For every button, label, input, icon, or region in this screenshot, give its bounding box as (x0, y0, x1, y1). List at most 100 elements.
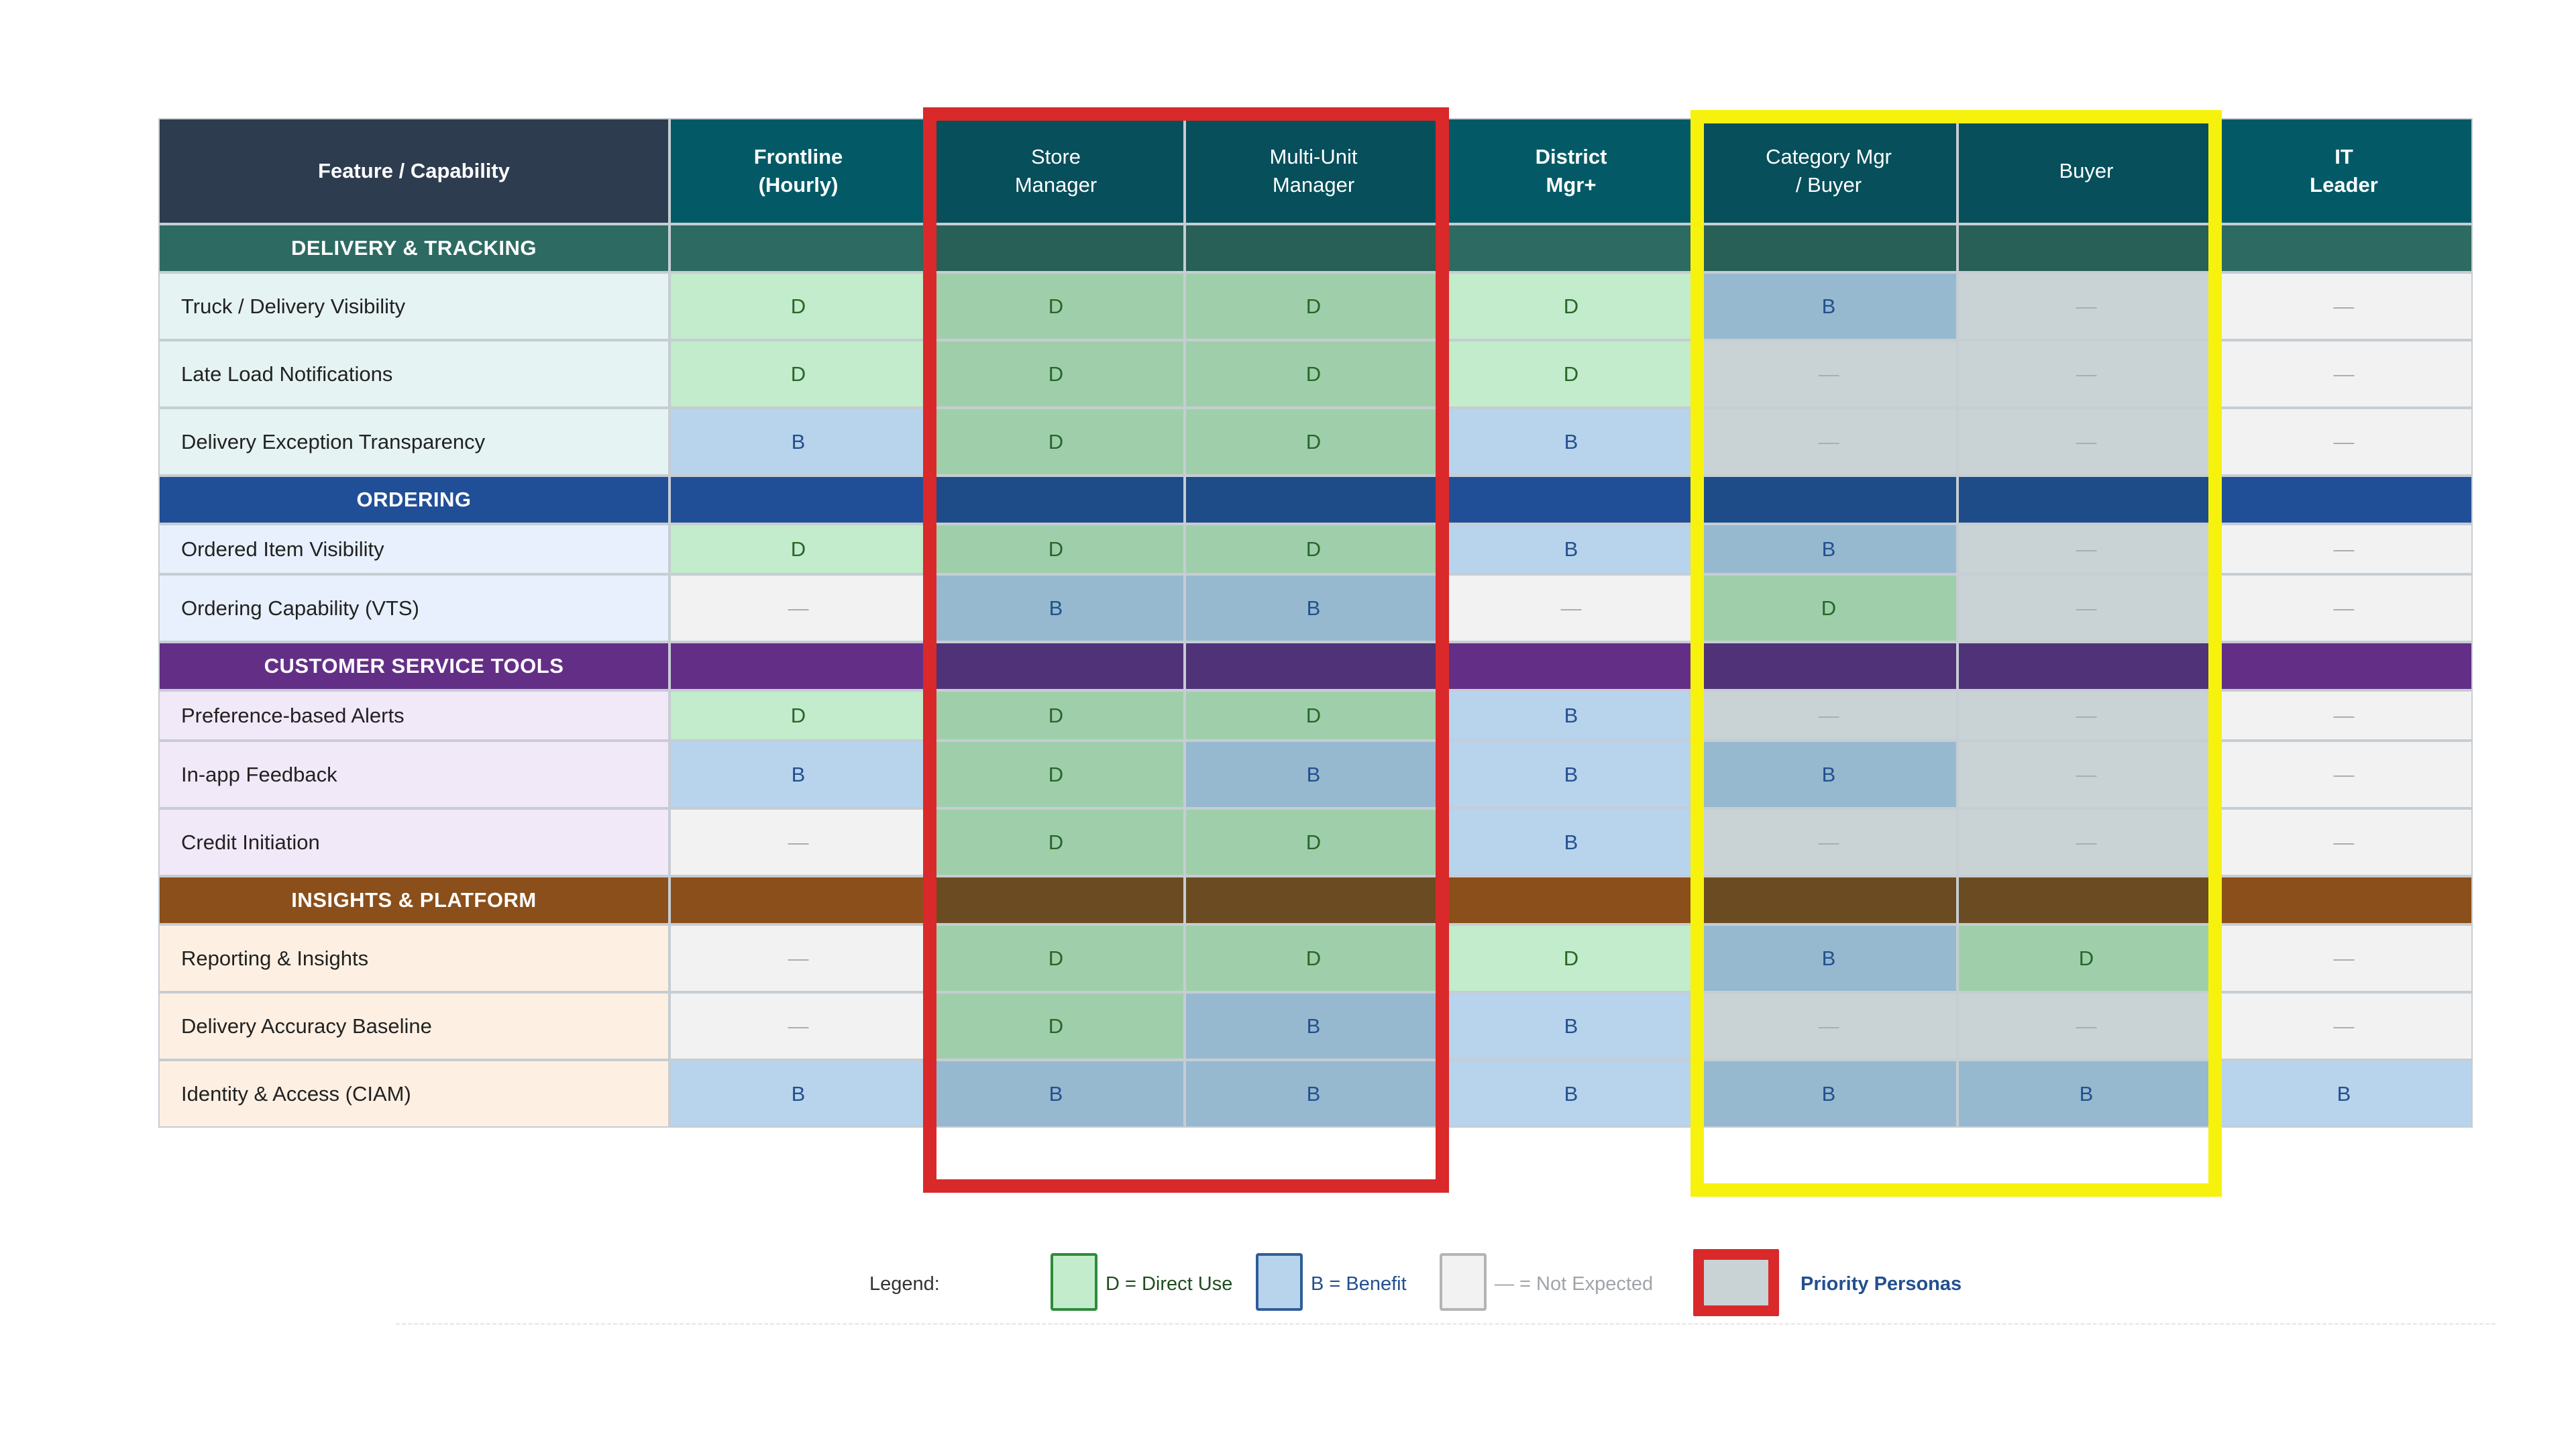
section-header-row: CUSTOMER SERVICE TOOLS (158, 642, 2473, 690)
value-cell: — (1957, 741, 2215, 808)
value-cell: D (1442, 924, 1700, 992)
value-cell: D (1185, 408, 1442, 476)
value-cell: D (1957, 924, 2215, 992)
feature-name-cell: Ordering Capability (VTS) (158, 574, 669, 642)
value-cell: D (927, 690, 1185, 741)
value-cell: D (927, 741, 1185, 808)
value-cell: B (1185, 574, 1442, 642)
section-band-cell (1957, 476, 2215, 524)
value-cell: B (1185, 741, 1442, 808)
section-band-cell (1957, 876, 2215, 924)
legend-swatch-benefit (1256, 1253, 1303, 1311)
value-cell: — (1442, 574, 1700, 642)
value-cell: — (2215, 340, 2473, 408)
section-band-cell (1700, 642, 1957, 690)
value-cell: B (1442, 408, 1700, 476)
table-row: Ordered Item Visibility D D D B B — — (158, 524, 2473, 574)
value-cell: — (669, 808, 927, 876)
value-cell: B (1442, 690, 1700, 741)
legend-swatch-priority (1693, 1249, 1779, 1316)
value-cell: — (2215, 690, 2473, 741)
value-cell: D (927, 808, 1185, 876)
value-cell: — (2215, 741, 2473, 808)
section-band-cell (927, 642, 1185, 690)
value-cell: — (1957, 808, 2215, 876)
role-header-store-manager: Store Manager (927, 118, 1185, 224)
value-cell: D (927, 524, 1185, 574)
value-cell: — (2215, 924, 2473, 992)
section-band-cell (669, 224, 927, 272)
table-row: Ordering Capability (VTS) — B B — D — — (158, 574, 2473, 642)
legend-divider (396, 1323, 2496, 1325)
feature-name-cell: Ordered Item Visibility (158, 524, 669, 574)
value-cell: D (1185, 924, 1442, 992)
value-cell: D (1185, 808, 1442, 876)
value-cell: — (1957, 992, 2215, 1060)
value-cell: B (1700, 524, 1957, 574)
legend-label: Legend: (869, 1273, 940, 1295)
table-row: Delivery Exception Transparency B D D B — — — (158, 408, 2473, 476)
value-cell: — (1957, 272, 2215, 340)
role-header-it-leader: IT Leader (2215, 118, 2473, 224)
value-cell: D (927, 924, 1185, 992)
value-cell: B (1700, 924, 1957, 992)
feature-name-cell: Identity & Access (CIAM) (158, 1060, 669, 1128)
value-cell: B (1442, 524, 1700, 574)
value-cell: B (1957, 1060, 2215, 1128)
value-cell: D (927, 340, 1185, 408)
capability-matrix: Feature / Capability Frontline (Hourly) S… (158, 118, 2473, 1128)
section-title: CUSTOMER SERVICE TOOLS (158, 642, 669, 690)
value-cell: D (669, 690, 927, 741)
feature-column-header: Feature / Capability (158, 118, 669, 224)
section-band-cell (1185, 642, 1442, 690)
section-band-cell (1442, 476, 1700, 524)
section-band-cell (1700, 876, 1957, 924)
section-band-cell (1957, 642, 2215, 690)
feature-name-cell: Delivery Accuracy Baseline (158, 992, 669, 1060)
table-row: Delivery Accuracy Baseline — D B B — — — (158, 992, 2473, 1060)
section-band-cell (927, 476, 1185, 524)
section-band-cell (1185, 476, 1442, 524)
value-cell: B (1185, 992, 1442, 1060)
value-cell: D (669, 272, 927, 340)
table-row: Late Load Notifications D D D D — — — (158, 340, 2473, 408)
value-cell: D (1700, 574, 1957, 642)
section-band-cell (669, 876, 927, 924)
value-cell: B (1700, 741, 1957, 808)
value-cell: — (2215, 992, 2473, 1060)
value-cell: — (1957, 408, 2215, 476)
value-cell: B (669, 1060, 927, 1128)
table-row: Reporting & Insights — D D D B D — (158, 924, 2473, 992)
value-cell: — (669, 992, 927, 1060)
feature-name-cell: Truck / Delivery Visibility (158, 272, 669, 340)
value-cell: — (669, 924, 927, 992)
value-cell: — (1957, 690, 2215, 741)
section-band-cell (1700, 476, 1957, 524)
section-band-cell (2215, 476, 2473, 524)
value-cell: D (1442, 272, 1700, 340)
value-cell: — (2215, 574, 2473, 642)
value-cell: B (1442, 808, 1700, 876)
value-cell: D (669, 340, 927, 408)
section-header-row: INSIGHTS & PLATFORM (158, 876, 2473, 924)
section-band-cell (2215, 876, 2473, 924)
value-cell: B (669, 408, 927, 476)
section-title: ORDERING (158, 476, 669, 524)
section-title: INSIGHTS & PLATFORM (158, 876, 669, 924)
value-cell: D (927, 408, 1185, 476)
section-header-row: ORDERING (158, 476, 2473, 524)
value-cell: — (1957, 524, 2215, 574)
value-cell: D (1185, 340, 1442, 408)
role-header-buyer: Buyer (1957, 118, 2215, 224)
value-cell: — (1700, 690, 1957, 741)
table-row: Truck / Delivery Visibility D D D D B — — (158, 272, 2473, 340)
value-cell: D (1442, 340, 1700, 408)
value-cell: B (1442, 1060, 1700, 1128)
value-cell: B (927, 574, 1185, 642)
table-row: Credit Initiation — D D B — — — (158, 808, 2473, 876)
value-cell: D (1185, 524, 1442, 574)
section-band-cell (1442, 224, 1700, 272)
section-band-cell (927, 224, 1185, 272)
header-row: Feature / Capability Frontline (Hourly) S… (158, 118, 2473, 224)
section-title: DELIVERY & TRACKING (158, 224, 669, 272)
